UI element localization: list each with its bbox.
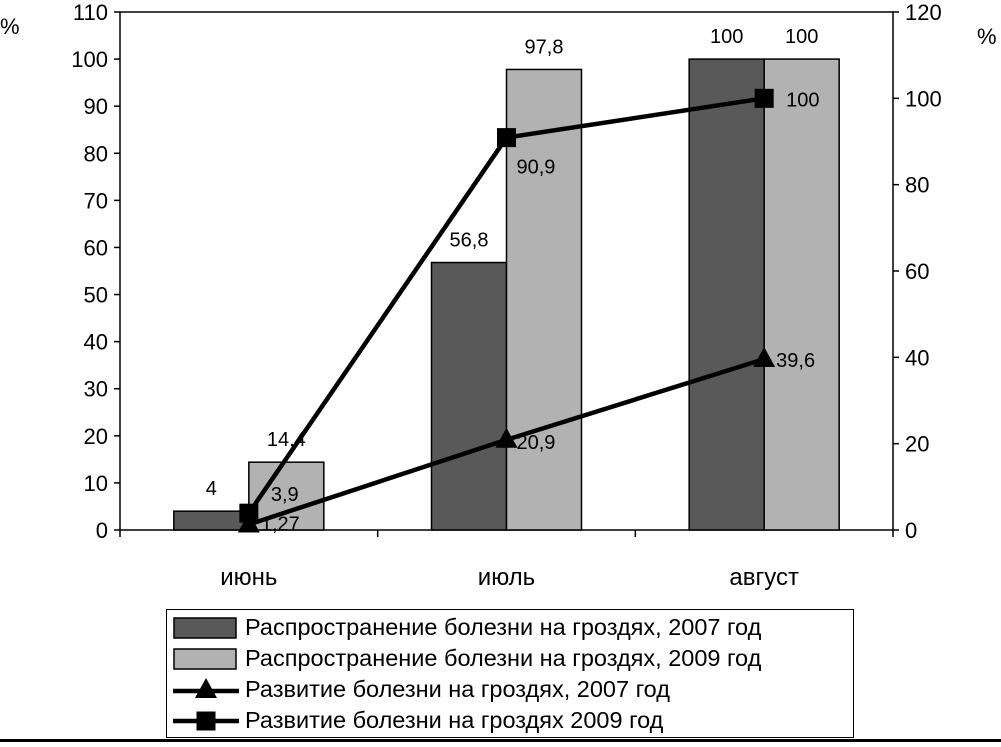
legend-swatch [173, 617, 237, 639]
legend-item-2: Распространение болезни на гроздях, 2009… [167, 644, 853, 674]
x-tick-label: июль [478, 564, 535, 591]
y-left-tick-label: 70 [84, 188, 108, 213]
y-left-tick-label: 50 [84, 283, 108, 308]
y-right-tick-label: 0 [905, 518, 917, 543]
data-label: 1,27 [261, 514, 300, 536]
data-label: 14,4 [267, 429, 306, 451]
data-label: 20,9 [517, 432, 556, 454]
y-left-tick-label: 10 [84, 471, 108, 496]
data-label: 90,9 [517, 157, 556, 179]
y-left-tick-label: 90 [84, 94, 108, 119]
x-tick-label: август [729, 564, 799, 591]
y-right-tick-label: 40 [905, 345, 929, 370]
y-right-tick-label: 20 [905, 432, 929, 457]
bottom-border [0, 739, 1001, 742]
y-right-tick-label: 120 [905, 0, 942, 25]
y-right-tick-label: 60 [905, 259, 929, 284]
marker-triangle-1 [495, 427, 518, 448]
legend-swatch [173, 648, 237, 670]
bar-1-2 [688, 58, 765, 531]
legend-label: Развитие болезни на гроздях, 2007 год [245, 676, 670, 702]
data-label: 56,8 [450, 230, 489, 252]
y-left-tick-label: 0 [96, 518, 108, 543]
marker-square-1 [497, 128, 516, 148]
y-left-tick-label: 100 [71, 47, 108, 72]
bar-1-1 [430, 261, 508, 531]
data-label: 100 [785, 26, 818, 48]
bar-2-2 [763, 58, 840, 531]
data-label: 97,8 [525, 36, 564, 58]
y-left-tick-label: 30 [84, 377, 108, 402]
y-right-tick-label: 100 [905, 86, 942, 111]
square-marker-icon [173, 711, 239, 731]
bar-2-1 [505, 68, 583, 531]
data-label: 3,9 [271, 484, 299, 506]
legend-item-3: Развитие болезни на гроздях, 2007 год [167, 675, 853, 705]
y-right-unit: % [977, 24, 997, 49]
y-right-tick-label: 80 [905, 173, 929, 198]
x-tick-label: июнь [220, 564, 277, 591]
chart-legend: Распространение болезни на гроздях, 2007… [166, 609, 854, 738]
triangle-marker-icon [173, 678, 239, 698]
data-label: 4 [206, 478, 217, 500]
legend-label: Распространение болезни на гроздях, 2007… [245, 614, 762, 640]
marker-triangle-2 [753, 347, 776, 368]
y-left-tick-label: 40 [84, 330, 108, 355]
data-label: 39,6 [776, 350, 815, 372]
y-left-tick-label: 60 [84, 235, 108, 260]
y-left-tick-label: 80 [84, 141, 108, 166]
legend-item-4: Развитие болезни на гроздях 2009 год [167, 706, 853, 736]
marker-square-2 [754, 88, 774, 108]
legend-label: Развитие болезни на гроздях 2009 год [245, 707, 664, 733]
bar-1-0 [173, 510, 250, 531]
y-left-unit: % [0, 14, 20, 39]
y-left-tick-label: 110 [73, 0, 108, 25]
data-label: 100 [710, 26, 743, 48]
marker-square-0 [239, 503, 259, 523]
legend-item-1: Распространение болезни на гроздях, 2007… [167, 613, 853, 643]
data-label: 100 [786, 89, 819, 111]
legend-label: Распространение болезни на гроздях, 2009… [245, 645, 762, 671]
y-left-tick-label: 20 [84, 424, 108, 449]
